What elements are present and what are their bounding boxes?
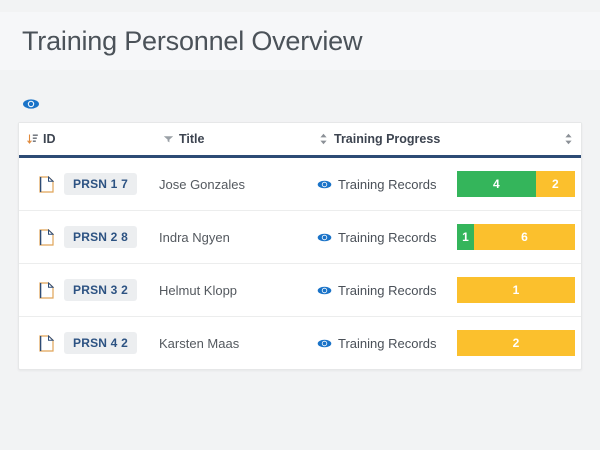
person-name: Indra Ngyen [159, 229, 230, 245]
sort-updown-icon-right[interactable] [564, 133, 573, 145]
document-icon[interactable] [39, 281, 55, 299]
eye-icon[interactable] [317, 285, 332, 296]
cell-title: Jose Gonzales [155, 156, 311, 211]
cell-id: PRSN 3 2 [19, 263, 155, 317]
progress-segment: 1 [457, 224, 474, 250]
document-icon[interactable] [39, 175, 55, 193]
id-badge[interactable]: PRSN 2 8 [64, 226, 137, 248]
column-header-id[interactable]: ID [19, 123, 155, 158]
training-records-label: Training Records [338, 282, 437, 298]
personnel-table: ID Title [19, 123, 581, 369]
document-icon[interactable] [39, 228, 55, 246]
id-badge[interactable]: PRSN 1 7 [64, 173, 137, 195]
person-name: Karsten Maas [159, 335, 240, 351]
training-records-label: Training Records [338, 176, 437, 192]
progress-segment: 1 [457, 277, 575, 303]
cell-progress: Training Records 2 [311, 317, 581, 370]
eye-icon[interactable] [317, 338, 332, 349]
progress-segment-value: 1 [462, 230, 469, 244]
cell-id: PRSN 1 7 [19, 156, 155, 211]
cell-progress: Training Records 1 [311, 263, 581, 317]
cell-progress: Training Records 4 2 [311, 156, 581, 211]
column-header-title-label: Title [179, 132, 205, 146]
training-records-label: Training Records [338, 335, 437, 351]
cell-id: PRSN 4 2 [19, 317, 155, 370]
column-header-progress-label: Training Progress [334, 132, 441, 146]
column-header-id-label: ID [43, 132, 56, 146]
progress-segment: 4 [457, 171, 536, 197]
training-records-link[interactable]: Training Records [311, 177, 437, 192]
progress-bar: 1 [457, 277, 575, 303]
table-header: ID Title [19, 123, 581, 158]
table-header-row: ID Title [19, 123, 581, 158]
eye-icon[interactable] [22, 97, 40, 111]
column-header-title[interactable]: Title [155, 123, 311, 158]
page-header: Training Personnel Overview [0, 12, 600, 70]
table-row[interactable]: PRSN 2 8 Indra Ngyen Training Records 1 6 [19, 210, 581, 264]
column-header-progress[interactable]: Training Progress [311, 123, 581, 158]
cell-title: Karsten Maas [155, 317, 311, 370]
progress-bar: 2 [457, 330, 575, 356]
progress-segment-value: 6 [521, 230, 528, 244]
progress-segment-value: 4 [492, 177, 500, 191]
page-title: Training Personnel Overview [22, 25, 363, 56]
eye-icon[interactable] [317, 179, 332, 190]
cell-progress: Training Records 1 6 [311, 210, 581, 264]
progress-segment-value: 1 [512, 283, 520, 297]
person-name: Helmut Klopp [159, 282, 238, 298]
training-records-link[interactable]: Training Records [311, 283, 437, 298]
progress-segment: 2 [457, 330, 575, 356]
training-records-link[interactable]: Training Records [311, 230, 437, 245]
id-badge[interactable]: PRSN 3 2 [64, 279, 137, 301]
eye-icon[interactable] [317, 232, 332, 243]
table-row[interactable]: PRSN 1 7 Jose Gonzales Training Records 4 2 [19, 156, 581, 211]
sort-updown-icon[interactable] [319, 133, 328, 145]
id-badge[interactable]: PRSN 4 2 [64, 332, 137, 354]
training-records-link[interactable]: Training Records [311, 336, 437, 351]
table-row[interactable]: PRSN 4 2 Karsten Maas Training Records 2 [19, 317, 581, 370]
progress-segment-value: 2 [512, 336, 520, 350]
table-row[interactable]: PRSN 3 2 Helmut Klopp Training Records 1 [19, 263, 581, 317]
table-body: PRSN 1 7 Jose Gonzales Training Records 4 2 P… [19, 156, 581, 370]
data-table-card: ID Title [18, 122, 582, 370]
progress-segment: 2 [535, 171, 575, 197]
progress-segment: 6 [473, 224, 575, 250]
document-icon[interactable] [39, 334, 55, 352]
cell-title: Helmut Klopp [155, 263, 311, 317]
filter-icon[interactable] [163, 134, 174, 144]
sort-descending-icon[interactable] [27, 133, 38, 145]
training-records-label: Training Records [338, 229, 437, 245]
cell-title: Indra Ngyen [155, 210, 311, 264]
progress-segment-value: 2 [551, 177, 559, 191]
cell-id: PRSN 2 8 [19, 210, 155, 264]
person-name: Jose Gonzales [159, 176, 245, 192]
table-toolbar [22, 97, 40, 111]
